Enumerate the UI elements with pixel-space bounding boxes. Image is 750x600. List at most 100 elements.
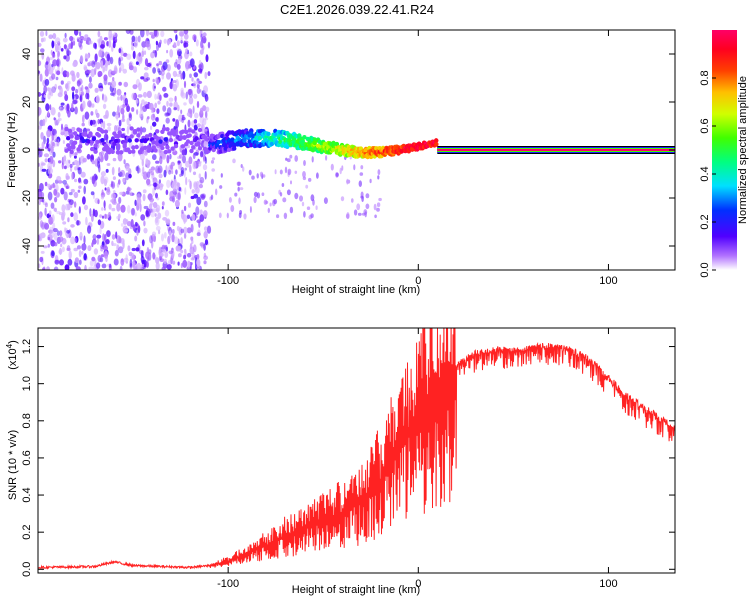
- noise-cell: [203, 85, 208, 94]
- noise-cell: [60, 48, 64, 52]
- noise-cell: [138, 249, 144, 255]
- noise-cell: [131, 45, 134, 51]
- noise-cell: [54, 207, 57, 213]
- noise-cell: [83, 66, 88, 71]
- noise-cell: [198, 64, 202, 69]
- signal-cell: [144, 134, 150, 139]
- noise-cell: [203, 128, 208, 132]
- noise-cell: [85, 40, 88, 45]
- noise-cell: [150, 113, 156, 121]
- signal-cell: [204, 137, 210, 142]
- noise-cell: [118, 57, 121, 66]
- noise-cell: [112, 111, 116, 117]
- noise-cell: [53, 117, 56, 121]
- noise-cell: [91, 103, 95, 108]
- signal-cell: [191, 129, 196, 134]
- noise-cell: [117, 96, 120, 101]
- noise-cell: [118, 167, 121, 174]
- noise-cell: [181, 209, 184, 214]
- noise-cell: [173, 187, 176, 197]
- noise-cell: [112, 77, 115, 81]
- noise-cell: [302, 176, 307, 181]
- noise-cell: [249, 206, 252, 213]
- colorbar-tick-label: 0.8: [699, 70, 711, 85]
- noise-cell: [137, 94, 143, 98]
- snr-y-scale-close: ): [7, 340, 19, 344]
- noise-cell: [130, 191, 132, 197]
- noise-cell: [53, 188, 58, 196]
- noise-cell: [38, 42, 42, 47]
- signal-cell: [103, 129, 109, 134]
- noise-cell: [165, 59, 170, 63]
- noise-cell: [351, 198, 354, 203]
- noise-cell: [185, 176, 188, 186]
- noise-cell: [119, 62, 125, 72]
- noise-cell: [55, 43, 59, 53]
- noise-cell: [163, 93, 169, 98]
- noise-cell: [205, 54, 209, 63]
- noise-cell: [156, 79, 160, 85]
- noise-cell: [181, 92, 186, 99]
- noise-cell: [51, 214, 55, 223]
- noise-cell: [71, 71, 75, 78]
- noise-cell: [41, 141, 45, 150]
- noise-cell: [104, 152, 109, 161]
- signal-cell: [90, 146, 95, 152]
- noise-cell: [211, 168, 215, 172]
- noise-cell: [159, 39, 162, 45]
- noise-cell: [42, 266, 46, 270]
- noise-cell: [161, 206, 164, 210]
- signal-cell: [196, 141, 201, 146]
- noise-cell: [199, 49, 204, 55]
- signal-cell: [143, 145, 148, 150]
- noise-cell: [41, 51, 45, 60]
- noise-cell: [202, 37, 207, 44]
- noise-cell: [81, 243, 87, 251]
- noise-cell: [187, 260, 191, 268]
- noise-cell: [66, 50, 72, 56]
- noise-cell: [87, 62, 91, 67]
- noise-cell: [153, 30, 158, 37]
- noise-cell: [162, 217, 168, 221]
- noise-cell: [152, 252, 156, 260]
- noise-cell: [125, 172, 130, 181]
- signal-cell: [160, 145, 165, 151]
- noise-cell: [116, 203, 121, 212]
- noise-cell: [109, 56, 114, 65]
- noise-cell: [94, 258, 97, 267]
- noise-cell: [96, 238, 100, 245]
- noise-cell: [259, 171, 264, 177]
- noise-cell: [102, 66, 105, 73]
- spectrogram-y-axis: -40 -20 0 20 40: [21, 48, 675, 254]
- signal-cell: [163, 149, 168, 155]
- noise-cell: [117, 152, 123, 162]
- noise-cell: [144, 104, 150, 109]
- noise-cell: [68, 159, 71, 164]
- noise-cell: [198, 179, 203, 184]
- noise-cell: [44, 115, 48, 123]
- noise-cell: [159, 155, 163, 165]
- noise-cell: [207, 71, 211, 77]
- noise-cell: [164, 209, 170, 217]
- noise-cell: [118, 246, 124, 254]
- noise-cell: [81, 250, 84, 255]
- noise-cell: [39, 182, 44, 192]
- noise-cell: [140, 214, 146, 221]
- noise-cell: [166, 100, 169, 107]
- noise-cell: [200, 33, 203, 42]
- noise-cell: [171, 181, 177, 190]
- noise-cell: [104, 63, 108, 72]
- noise-cell: [45, 61, 49, 65]
- noise-cell: [180, 249, 184, 254]
- noise-cell: [62, 37, 68, 43]
- snr-x-axis: -100 0 100: [217, 328, 618, 590]
- spectrogram-x-tick-label: -100: [217, 275, 239, 287]
- noise-cell: [103, 178, 108, 187]
- noise-cell: [161, 248, 166, 253]
- noise-cell: [175, 169, 178, 175]
- noise-cell: [122, 218, 128, 225]
- noise-cell: [99, 214, 102, 218]
- spectrogram-y-axis-title: Frequency (Hz): [6, 112, 18, 188]
- noise-cell: [138, 52, 141, 57]
